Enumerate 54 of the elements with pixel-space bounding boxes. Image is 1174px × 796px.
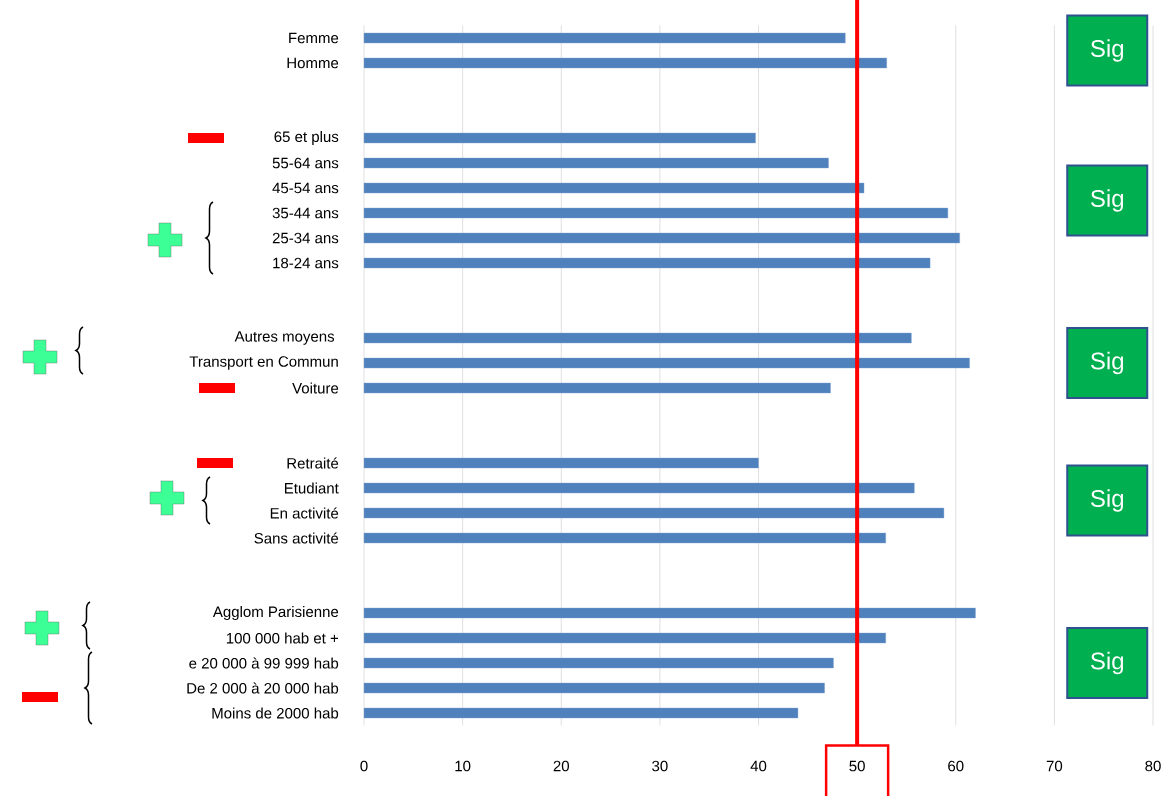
y-tick-label: e 20 000 à 99 999 hab xyxy=(189,657,339,669)
bar xyxy=(363,507,945,519)
y-tick-label: Agglom Parisienne xyxy=(212,606,339,620)
y-tick-label: 18-24 ans xyxy=(273,257,339,269)
x-tick-label: 50 xyxy=(849,760,865,772)
bar xyxy=(363,357,970,369)
y-tick-label: 35-44 ans xyxy=(272,207,339,219)
x-tick-label: 40 xyxy=(750,760,767,772)
bar xyxy=(363,57,887,69)
y-tick-label: 45-54 ans xyxy=(272,182,339,194)
x-tick-label: 20 xyxy=(553,760,569,772)
bar xyxy=(363,257,931,269)
y-tick-label: 65 et plus xyxy=(274,131,339,145)
annotation: Sig xyxy=(1090,651,1124,675)
annotation: Sig xyxy=(1090,39,1124,62)
bar xyxy=(363,707,799,719)
y-tick-label: De 2 000 à 20 000 hab xyxy=(187,682,339,694)
y-tick-label: Femme xyxy=(289,32,339,44)
y-tick-label: Moins de 2000 hab xyxy=(212,707,339,719)
x-tick-label: 70 xyxy=(1046,760,1063,772)
y-tick-label: Autres moyens xyxy=(234,331,335,345)
bar xyxy=(363,632,886,644)
y-tick-label: 25-34 ans xyxy=(272,232,339,244)
bar xyxy=(363,657,834,669)
x-tick-label: 30 xyxy=(652,760,668,772)
y-tick-label: Voiture xyxy=(292,382,339,394)
bar xyxy=(363,132,756,144)
annotation: Sig xyxy=(1090,189,1124,212)
y-tick-label: Etudiant xyxy=(284,482,339,494)
x-tick-label: 60 xyxy=(948,760,964,772)
bar xyxy=(363,182,865,194)
bar xyxy=(363,607,976,619)
bar xyxy=(363,32,846,44)
x-tick-label: 10 xyxy=(455,760,471,772)
annotation: Sig xyxy=(1090,351,1124,375)
bar xyxy=(363,332,912,344)
y-tick-label: Sans activité xyxy=(254,532,339,544)
bar xyxy=(363,482,915,494)
y-tick-label: 100 000 hab et + xyxy=(226,632,339,644)
annotation: Sig xyxy=(1090,489,1124,512)
bar xyxy=(363,207,949,219)
bar xyxy=(363,157,829,169)
bar xyxy=(363,532,886,544)
y-tick-label: 55-64 ans xyxy=(272,157,339,169)
bar xyxy=(363,232,960,244)
y-tick-label: Homme xyxy=(287,57,339,69)
y-tick-label: En activité xyxy=(270,507,339,519)
y-tick-label: Retraité xyxy=(287,457,339,469)
x-tick-label: 0 xyxy=(360,760,368,772)
bar xyxy=(363,382,831,394)
y-tick-label: Transport en Commun xyxy=(189,356,338,370)
x-tick-label: 80 xyxy=(1145,760,1161,772)
bar xyxy=(363,457,759,469)
bar xyxy=(363,682,825,694)
